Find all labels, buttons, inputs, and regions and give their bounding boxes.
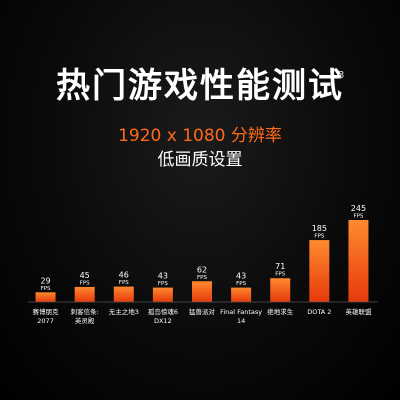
category-label: 猛兽派对: [189, 307, 216, 316]
bar-3: [152, 287, 173, 302]
bar-6: [270, 278, 291, 302]
bar-value-label: 45: [80, 271, 90, 280]
footnote-marker: 3: [338, 70, 345, 81]
bars-layer: [35, 220, 369, 302]
category-label: DX12: [154, 317, 172, 325]
bar-unit-label: FPS: [80, 280, 90, 286]
bar-5: [231, 287, 252, 302]
category-label: 无主之地3: [109, 307, 139, 316]
category-label: 赛博朋克: [33, 307, 60, 316]
bar-0: [35, 292, 56, 302]
category-label: 2077: [37, 317, 54, 325]
bar-unit-label: FPS: [275, 272, 285, 278]
quality-setting-label: 低画质设置: [157, 150, 243, 170]
bar-2: [113, 286, 134, 302]
bar-unit-label: FPS: [353, 214, 363, 220]
category-label: 孤岛惊魂6: [148, 307, 178, 316]
bar-value-label: 43: [236, 272, 246, 281]
bar-value-label: 43: [158, 272, 168, 281]
category-label: 14: [237, 317, 245, 325]
category-label: Final Fantasy: [220, 308, 262, 316]
resolution-subtitle: 1920 x 1080 分辨率: [118, 126, 282, 146]
bar-4: [192, 281, 212, 302]
bar-1: [74, 286, 95, 302]
category-label: 绝地求生: [267, 307, 294, 316]
category-label: 英雄联盟: [345, 307, 372, 316]
bar-value-label: 62: [197, 265, 207, 274]
bar-value-label: 29: [40, 276, 50, 285]
page-title: 热门游戏性能测试: [56, 66, 344, 106]
bar-value-label: 71: [275, 262, 285, 271]
bar-value-label: 46: [119, 271, 129, 280]
bar-value-label: 185: [312, 224, 327, 233]
bar-unit-label: FPS: [119, 280, 129, 286]
category-label: DOTA 2: [307, 308, 331, 316]
category-label: 刺客信条:: [71, 307, 99, 316]
bar-8: [348, 220, 369, 302]
labels-layer: 29FPS赛博朋克207745FPS刺客信条:英灵殿46FPS无主之地343FP…: [33, 204, 372, 325]
bar-unit-label: FPS: [197, 275, 207, 281]
bar-unit-label: FPS: [236, 281, 246, 287]
bar-unit-label: FPS: [158, 281, 168, 287]
bar-value-label: 245: [351, 204, 366, 213]
bar-7: [309, 240, 330, 302]
bar-unit-label: FPS: [314, 234, 324, 240]
category-label: 英灵殿: [75, 316, 95, 325]
bar-unit-label: FPS: [41, 286, 51, 292]
